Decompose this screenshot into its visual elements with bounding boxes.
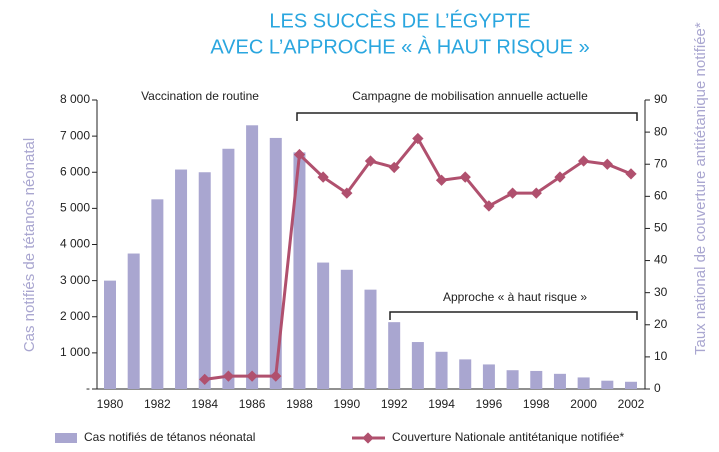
x-tick-label: 1980 xyxy=(97,397,124,411)
point xyxy=(483,200,495,212)
y2-tick-label: 30 xyxy=(654,285,668,299)
y-tick-label: 6 000 xyxy=(60,164,90,178)
y-tick-label: 2 000 xyxy=(60,309,90,323)
point xyxy=(625,168,637,180)
bar xyxy=(293,152,306,389)
bar xyxy=(388,322,401,389)
y2-axis-label: Taux national de couverture antitétaniqu… xyxy=(692,22,709,355)
y-tick-label: 1 000 xyxy=(60,345,90,359)
bar xyxy=(625,381,637,389)
point xyxy=(317,171,329,183)
bar xyxy=(340,269,353,389)
point xyxy=(222,370,235,382)
y-tick-label: 4 000 xyxy=(60,237,90,251)
x-tick-label: 1990 xyxy=(333,397,360,411)
bar xyxy=(222,148,235,389)
x-tick-label: 1988 xyxy=(286,397,313,411)
point xyxy=(364,155,377,167)
x-tick-label: 1982 xyxy=(144,397,171,411)
y2-tick-label: 90 xyxy=(654,92,668,106)
point xyxy=(530,187,542,199)
legend-label: Couverture Nationale antitétanique notif… xyxy=(392,430,624,444)
bar xyxy=(577,377,590,389)
bar xyxy=(175,169,188,389)
x-tick-label: 1984 xyxy=(191,397,218,411)
y2-tick-label: 60 xyxy=(654,189,668,203)
x-tick-label: 2000 xyxy=(570,397,597,411)
annotation: Vaccination de routine xyxy=(141,89,259,103)
bar xyxy=(411,342,424,389)
point xyxy=(435,174,448,186)
legend-label: Cas notifiés de tétanos néonatal xyxy=(84,430,255,444)
point xyxy=(412,132,424,145)
y2-tick-label: 10 xyxy=(654,349,668,363)
legend-swatch xyxy=(55,433,77,443)
point xyxy=(459,171,471,183)
y-axis-label: Cas notifiés de tétanos néonatal xyxy=(21,138,38,352)
point xyxy=(199,373,211,386)
chart-title: LES SUCCÈS DE L’ÉGYPTE xyxy=(269,9,530,32)
bar xyxy=(553,373,566,389)
annotation: Campagne de mobilisation annuelle actuel… xyxy=(352,89,588,103)
bar xyxy=(506,370,519,389)
point xyxy=(246,370,258,382)
bracket xyxy=(389,311,638,320)
y-tick-label: 7 000 xyxy=(60,128,90,142)
x-tick-label: 1996 xyxy=(476,397,503,411)
y2-tick-label: 70 xyxy=(654,156,668,170)
x-tick-label: 1994 xyxy=(428,397,455,411)
bar xyxy=(104,280,116,389)
bar xyxy=(435,351,448,389)
x-tick-label: 1998 xyxy=(523,397,550,411)
y-tick-label: 5 000 xyxy=(60,201,90,215)
y-tick-label: 3 000 xyxy=(60,273,90,287)
bar xyxy=(269,137,282,389)
bar xyxy=(198,172,211,389)
y2-tick-label: 50 xyxy=(654,221,668,235)
y2-tick-label: 40 xyxy=(654,253,668,267)
bar xyxy=(151,199,164,389)
bar xyxy=(127,253,140,389)
bar xyxy=(246,125,259,389)
point xyxy=(554,171,566,183)
bracket xyxy=(296,112,638,121)
bar xyxy=(482,364,495,389)
x-tick-label: 2002 xyxy=(618,397,645,411)
chart-title: AVEC L’APPROCHE « À HAUT RISQUE » xyxy=(210,35,589,58)
point xyxy=(577,155,590,167)
y2-tick-label: 80 xyxy=(654,124,668,138)
x-tick-label: 1986 xyxy=(239,397,266,411)
point xyxy=(341,187,353,199)
legend-swatch xyxy=(362,432,374,444)
point xyxy=(293,148,306,161)
y-tick-label: 8 000 xyxy=(60,92,90,106)
x-tick-label: 1992 xyxy=(381,397,408,411)
point xyxy=(506,187,519,199)
annotation: Approche « à haut risque » xyxy=(443,290,587,304)
y-tick-label: - xyxy=(86,381,90,395)
point xyxy=(388,161,400,174)
bar xyxy=(530,370,543,389)
y2-tick-label: 0 xyxy=(654,381,661,395)
y2-tick-label: 20 xyxy=(654,317,668,331)
point xyxy=(601,158,613,170)
bar xyxy=(364,289,377,389)
bar xyxy=(317,262,330,389)
point xyxy=(270,370,282,382)
bar xyxy=(459,359,472,389)
bar xyxy=(601,380,614,389)
